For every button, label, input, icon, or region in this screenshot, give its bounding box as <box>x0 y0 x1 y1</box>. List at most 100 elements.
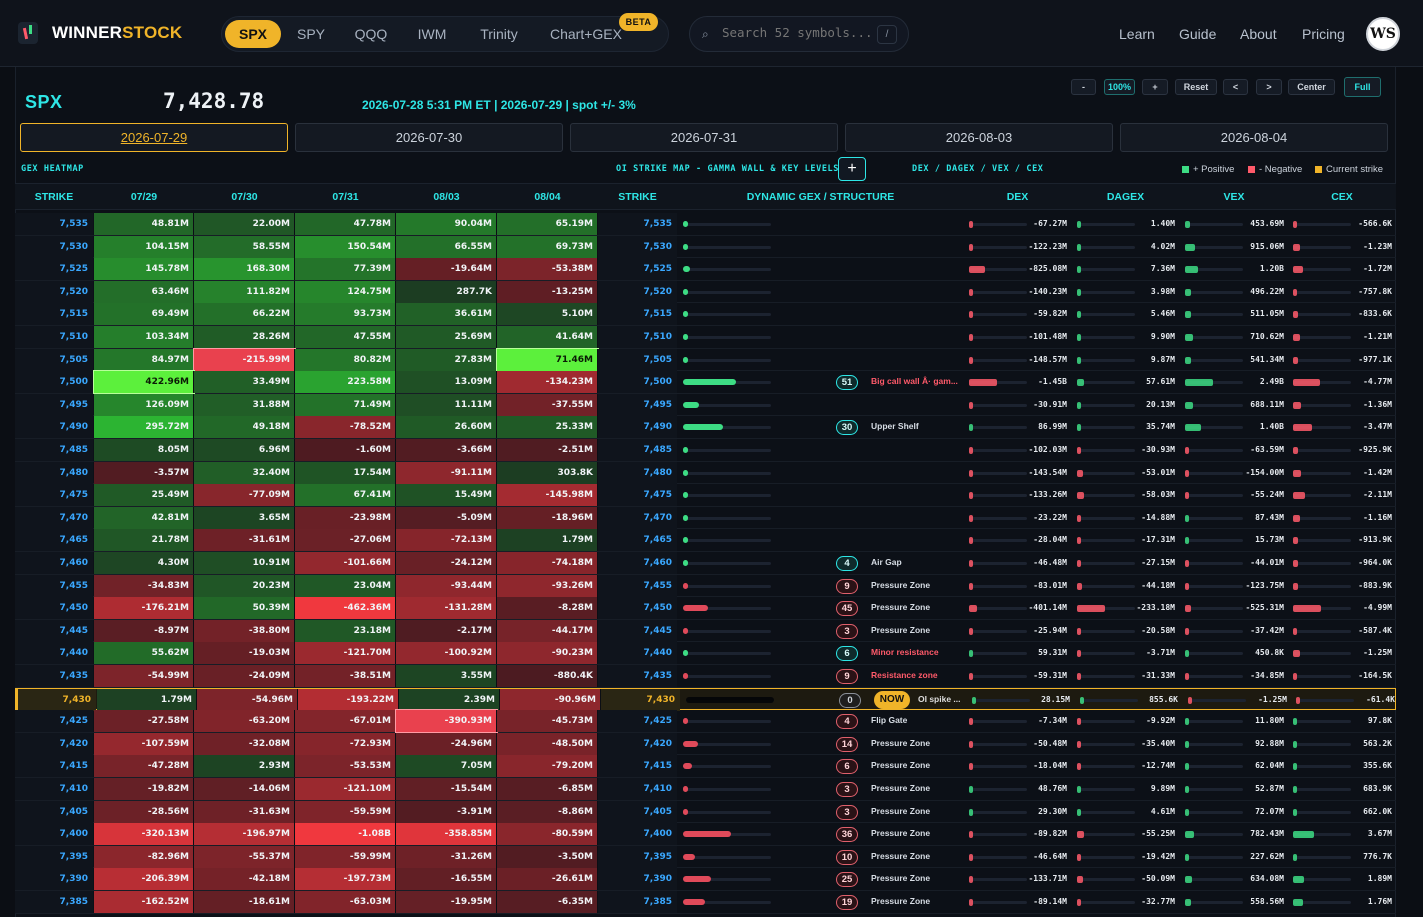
column-header-10[interactable]: VEX <box>1223 191 1245 203</box>
heat-cell[interactable]: -100.92M <box>396 642 497 665</box>
heat-cell[interactable]: -19.64M <box>396 258 497 281</box>
heat-cell[interactable]: 23.04M <box>295 574 396 597</box>
heat-cell[interactable]: -880.4K <box>497 665 598 687</box>
heat-cell[interactable]: 58.55M <box>194 235 295 258</box>
heat-cell[interactable]: 23.18M <box>295 619 396 642</box>
heat-cell[interactable]: 48.81M <box>94 213 194 235</box>
table-row[interactable]: 7,440 55.62M -19.03M -121.70M -100.92M -90.23… <box>15 642 1396 665</box>
heat-cell[interactable]: -38.80M <box>194 619 295 642</box>
heat-cell[interactable]: 6.96M <box>194 439 295 461</box>
heat-cell[interactable]: -74.18M <box>497 552 598 574</box>
heat-cell[interactable]: -93.44M <box>396 574 497 597</box>
heat-cell[interactable]: 25.49M <box>94 484 194 507</box>
heat-cell[interactable]: 25.69M <box>396 326 497 348</box>
expiry-tab-2[interactable]: 2026-07-31 <box>570 123 838 152</box>
heat-cell[interactable]: -91.11M <box>396 461 497 484</box>
heat-cell[interactable]: -6.35M <box>497 891 598 913</box>
control-reset-button[interactable]: Reset <box>1175 79 1217 95</box>
heat-cell[interactable]: -3.50M <box>497 845 598 868</box>
table-row[interactable]: 7,480 -3.57M 32.40M 17.54M -91.11M 303.8K 7,48… <box>15 461 1396 485</box>
heat-cell[interactable]: 2.39M <box>399 688 500 711</box>
heat-cell[interactable]: 1.79M <box>497 529 598 552</box>
add-level-button[interactable]: + <box>838 157 866 181</box>
heat-cell[interactable]: 65.19M <box>497 213 598 235</box>
heat-cell[interactable]: -320.13M <box>94 823 194 846</box>
table-row[interactable]: 7,490 295.72M 49.18M -78.52M 26.60M 25.33M 7,4… <box>15 416 1396 439</box>
heat-cell[interactable]: -2.17M <box>396 619 497 642</box>
control-zoom-level-button[interactable]: 100% <box>1104 79 1135 95</box>
heat-cell[interactable]: -193.22M <box>298 688 399 711</box>
heat-cell[interactable]: 93.73M <box>295 303 396 326</box>
heat-cell[interactable]: -101.66M <box>295 552 396 574</box>
heat-cell[interactable]: -176.21M <box>94 597 194 620</box>
table-row[interactable]: 7,435 -54.99M -24.09M -38.51M 3.55M -880.4K 7,… <box>15 665 1396 688</box>
control-zoom-out-button[interactable]: - <box>1071 79 1096 95</box>
table-row[interactable]: 7,475 25.49M -77.09M 67.41M 15.49M -145.98M 7,… <box>15 484 1396 507</box>
heat-cell[interactable]: -18.96M <box>497 506 598 529</box>
heat-cell[interactable]: -134.23M <box>497 371 598 394</box>
table-row[interactable]: 7,505 84.97M -215.99M 80.82M 27.83M 71.46M 7,5… <box>15 347 1396 372</box>
heat-cell[interactable]: 42.81M <box>94 506 194 529</box>
column-header-1[interactable]: 07/29 <box>130 191 158 203</box>
heat-cell[interactable]: 63.46M <box>94 280 194 303</box>
heat-cell[interactable]: 303.8K <box>497 461 598 484</box>
heat-cell[interactable]: -2.51M <box>497 439 598 461</box>
column-header-8[interactable]: DEX <box>1006 191 1029 203</box>
heat-cell[interactable]: -77.09M <box>194 484 295 507</box>
heat-cell[interactable]: 1.79M <box>97 688 197 711</box>
heat-cell[interactable]: 5.10M <box>497 303 598 326</box>
table-row[interactable]: 7,400 -320.13M -196.97M -1.08B -358.85M -80.5… <box>15 823 1396 846</box>
expiry-tab-3[interactable]: 2026-08-03 <box>845 123 1113 152</box>
search-input[interactable] <box>722 25 872 40</box>
heat-cell[interactable]: -48.50M <box>497 732 598 755</box>
expiry-tab-0[interactable]: 2026-07-29 <box>20 123 288 152</box>
table-row[interactable]: 7,410 -19.82M -14.06M -121.10M -15.54M -6.85M… <box>15 778 1396 801</box>
heat-cell[interactable]: 69.73M <box>497 235 598 258</box>
heat-cell[interactable]: 4.30M <box>94 552 194 574</box>
heat-cell[interactable]: -78.52M <box>295 416 396 439</box>
tab-trinity[interactable]: Trinity <box>480 26 518 42</box>
heat-cell[interactable]: 66.55M <box>396 235 497 258</box>
heat-cell[interactable]: -121.70M <box>295 642 396 665</box>
heat-cell[interactable]: 104.15M <box>94 235 194 258</box>
heat-cell[interactable]: 71.49M <box>295 393 396 416</box>
heat-cell[interactable]: -121.10M <box>295 778 396 800</box>
expiry-tab-4[interactable]: 2026-08-04 <box>1120 123 1388 152</box>
heat-cell[interactable]: -131.28M <box>396 597 497 620</box>
control-prev-button[interactable]: < <box>1223 79 1248 95</box>
table-row[interactable]: 7,470 42.81M 3.65M -23.98M -5.09M -18.96M 7,47… <box>15 506 1396 530</box>
heat-cell[interactable]: -3.66M <box>396 439 497 461</box>
tab-spx[interactable]: SPX <box>225 20 281 48</box>
nav-guide[interactable]: Guide <box>1179 26 1217 42</box>
heat-cell[interactable]: -27.06M <box>295 529 396 552</box>
heat-cell[interactable]: 28.26M <box>194 326 295 348</box>
heat-cell[interactable]: 49.18M <box>194 416 295 439</box>
heat-cell[interactable]: -3.91M <box>396 800 497 823</box>
heat-cell[interactable]: 32.40M <box>194 461 295 484</box>
heat-cell[interactable]: 8.05M <box>94 439 194 461</box>
column-header-2[interactable]: 07/30 <box>231 191 258 203</box>
table-row[interactable]: 7,405 -28.56M -31.63M -59.59M -3.91M -8.86M 7,… <box>15 800 1396 824</box>
heat-cell[interactable]: -53.38M <box>497 258 598 281</box>
heat-cell[interactable]: -32.08M <box>194 732 295 755</box>
heat-cell[interactable]: -90.23M <box>497 642 598 665</box>
tab-spy[interactable]: SPY <box>296 26 325 42</box>
table-row[interactable]: 7,500 422.96M 33.49M 223.58M 13.09M -134.23M 7… <box>15 370 1396 395</box>
heat-cell[interactable]: -24.09M <box>194 665 295 687</box>
heat-cell[interactable]: 422.96M <box>93 370 195 395</box>
heat-cell[interactable]: 33.49M <box>194 371 295 394</box>
heat-cell[interactable]: -215.99M <box>193 347 296 372</box>
heat-cell[interactable]: -14.06M <box>194 778 295 800</box>
heat-cell[interactable]: 126.09M <box>94 393 194 416</box>
table-row[interactable]: 7,445 -8.97M -38.80M 23.18M -2.17M -44.17M 7,4… <box>15 619 1396 643</box>
heat-cell[interactable]: -8.97M <box>94 619 194 642</box>
control-zoom-in-button[interactable]: + <box>1142 79 1168 95</box>
heat-cell[interactable]: -47.28M <box>94 755 194 778</box>
heat-cell[interactable]: -19.82M <box>94 778 194 800</box>
table-row[interactable]: 7,385 -162.52M -18.61M -63.03M -19.95M -6.35M… <box>15 891 1396 914</box>
heat-cell[interactable]: -59.59M <box>295 800 396 823</box>
nav-learn[interactable]: Learn <box>1119 26 1155 42</box>
heat-cell[interactable]: -28.56M <box>94 800 194 823</box>
heat-cell[interactable]: 67.41M <box>295 484 396 507</box>
column-header-0[interactable]: STRIKE <box>34 191 74 203</box>
